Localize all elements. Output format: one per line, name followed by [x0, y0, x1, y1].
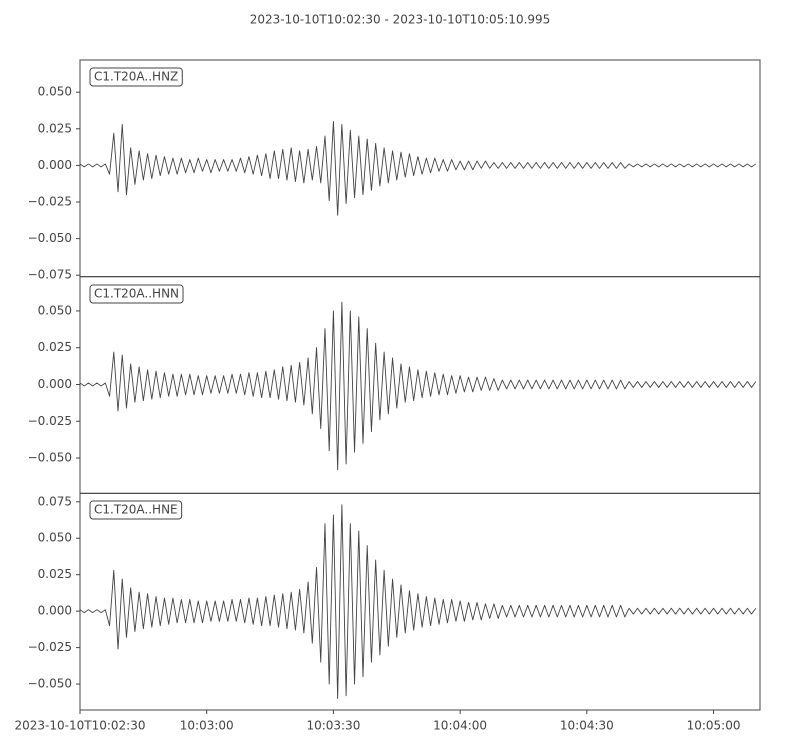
y-tick-label: 0.075: [38, 494, 72, 508]
y-tick-label: −0.050: [28, 231, 72, 245]
x-tick-label: 10:03:00: [180, 719, 234, 733]
chart-title: 2023-10-10T10:02:30 - 2023-10-10T10:05:1…: [250, 13, 551, 27]
legend-label: C1.T20A..HNZ: [94, 70, 178, 84]
legend-box: [89, 500, 183, 520]
y-tick-label: 0.050: [38, 85, 72, 99]
y-tick-label: −0.050: [28, 451, 72, 465]
x-tick-label: 10:04:00: [433, 719, 487, 733]
x-tick-label: 10:04:30: [560, 719, 614, 733]
legend-box: [89, 284, 184, 304]
y-tick-label: −0.075: [28, 268, 72, 282]
y-tick-label: 0.025: [38, 121, 72, 135]
x-tick-label: 2023-10-10T10:02:30: [15, 719, 146, 733]
y-tick-label: −0.025: [28, 414, 72, 428]
y-tick-label: 0.050: [38, 303, 72, 317]
panel-frame: [79, 59, 761, 278]
y-tick-label: −0.050: [28, 677, 72, 691]
waveform: [80, 301, 757, 471]
x-tick-label: 10:03:30: [306, 719, 360, 733]
legend-box: [89, 67, 183, 87]
waveform: [80, 121, 757, 216]
y-tick-label: 0.000: [38, 604, 72, 618]
x-tick-label: 10:05:00: [687, 719, 741, 733]
y-tick-label: 0.000: [38, 377, 72, 391]
y-tick-label: −0.025: [28, 195, 72, 209]
y-tick-label: 0.000: [38, 158, 72, 172]
panel-frame: [79, 492, 761, 711]
legend-label: C1.T20A..HNN: [94, 287, 179, 301]
y-tick-label: 0.025: [38, 340, 72, 354]
waveform: [80, 504, 757, 700]
y-tick-label: 0.050: [38, 531, 72, 545]
legend-label: C1.T20A..HNE: [94, 503, 178, 517]
y-tick-label: −0.025: [28, 640, 72, 654]
y-tick-label: 0.025: [38, 567, 72, 581]
